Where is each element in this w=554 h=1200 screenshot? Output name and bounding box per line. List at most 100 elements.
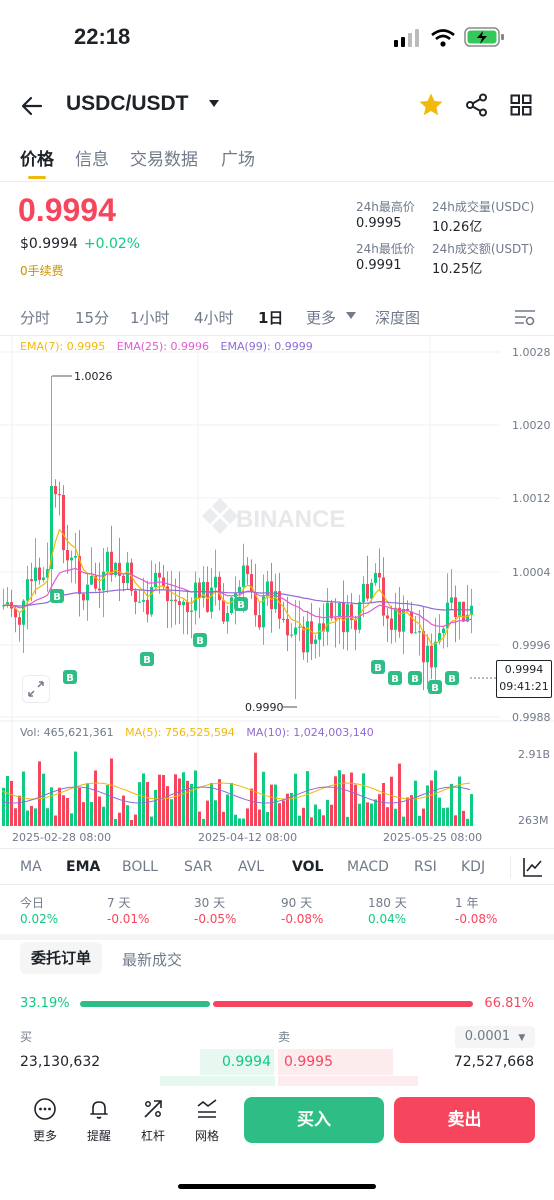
- tab-trading-data[interactable]: 交易数据: [130, 150, 198, 170]
- indicator-avl[interactable]: AVL: [238, 859, 265, 875]
- indicator-ema[interactable]: EMA: [66, 859, 101, 875]
- tab-order-book[interactable]: 委托订单: [20, 942, 102, 974]
- more-caret-icon[interactable]: [346, 312, 356, 320]
- buy-ratio-bar: [80, 1001, 210, 1007]
- volume-bar: [374, 799, 377, 826]
- interval-more[interactable]: 更多: [306, 309, 337, 327]
- current-price-value: 0.9994: [504, 663, 544, 676]
- precision-select[interactable]: 0.0001 ▼: [455, 1026, 535, 1048]
- watermark: BINANCE: [202, 498, 345, 534]
- candles: [2, 376, 473, 699]
- high-marker-label: 1.0026: [74, 370, 113, 383]
- indicator-rsi[interactable]: RSI: [414, 859, 437, 875]
- caret-down-icon[interactable]: [208, 99, 220, 109]
- nav-alert-label: 提醒: [86, 1129, 111, 1143]
- candle-body: [46, 569, 49, 578]
- ask-price[interactable]: 0.9995: [284, 1054, 333, 1070]
- tab-price[interactable]: 价格: [20, 150, 54, 170]
- volume-bar: [38, 761, 41, 826]
- buy-marker-label: B: [391, 674, 399, 685]
- interval-4h[interactable]: 4小时: [194, 309, 234, 327]
- volume-bar: [454, 815, 457, 826]
- volume-ma-lines: [1, 782, 471, 804]
- volume-bar: [238, 818, 241, 826]
- divider: [0, 848, 554, 849]
- precision-value: 0.0001: [464, 1029, 511, 1044]
- candle-body: [322, 623, 325, 632]
- share-icon[interactable]: [465, 93, 489, 117]
- candle-body: [334, 618, 337, 620]
- candle-body: [102, 571, 105, 591]
- volume-bars: [2, 751, 473, 826]
- bid-depth-bar: [200, 1049, 274, 1075]
- ema-line: [3, 567, 472, 628]
- price-axis-label: 1.0028: [512, 346, 551, 359]
- caret-down-icon: ▼: [518, 1033, 526, 1043]
- buy-marker-label: B: [237, 600, 245, 611]
- indicator-settings-icon[interactable]: [522, 856, 544, 878]
- volume-bar: [134, 814, 137, 826]
- candle-body: [338, 603, 341, 619]
- indicator-sar[interactable]: SAR: [184, 859, 213, 875]
- nav-margin-label: 杠杆: [140, 1129, 165, 1143]
- pair-title[interactable]: USDC/USDT: [66, 92, 189, 115]
- interval-15m[interactable]: 15分: [75, 309, 110, 327]
- nav-more-label: 更多: [32, 1129, 57, 1143]
- volume-bar: [154, 789, 157, 826]
- leverage-icon: [144, 1100, 162, 1118]
- expand-chart-icon[interactable]: [22, 675, 50, 703]
- candle-body: [138, 601, 141, 603]
- candle-body: [114, 562, 117, 575]
- candle-body: [446, 602, 449, 629]
- candle-body: [146, 599, 149, 615]
- indicator-boll[interactable]: BOLL: [122, 859, 158, 875]
- interval-1h[interactable]: 1小时: [130, 309, 170, 327]
- volume-bar: [350, 772, 353, 826]
- nav-more[interactable]: 更多: [27, 1097, 63, 1144]
- indicator-vol[interactable]: VOL: [292, 859, 324, 875]
- indicator-ma[interactable]: MA: [20, 859, 42, 875]
- bid-column-label: 买: [20, 1030, 33, 1044]
- candle-body: [18, 617, 21, 625]
- bid-price[interactable]: 0.9994: [222, 1054, 271, 1070]
- buy-marker: [50, 589, 64, 603]
- nav-alert[interactable]: 提醒: [81, 1097, 117, 1144]
- nav-margin[interactable]: 杠杆: [135, 1097, 171, 1144]
- volume-bar: [362, 773, 365, 826]
- section-divider: [0, 934, 554, 940]
- interval-1d[interactable]: 1日: [258, 309, 284, 327]
- tab-info[interactable]: 信息: [75, 150, 109, 170]
- current-price-tag: 0.9994 09:41:21: [496, 660, 552, 698]
- buy-button[interactable]: 买入: [244, 1097, 384, 1143]
- back-arrow-icon[interactable]: [20, 94, 44, 118]
- nav-grid[interactable]: 网格: [189, 1097, 225, 1144]
- chart-settings-icon[interactable]: [514, 307, 536, 327]
- candle-body: [254, 592, 257, 616]
- stat-volume-quote-label: 24h成交额(USDT): [432, 242, 534, 256]
- tab-recent-trades[interactable]: 最新成交: [122, 951, 183, 969]
- indicator-macd[interactable]: MACD: [347, 859, 389, 875]
- buy-marker: [388, 671, 402, 685]
- candle-body: [14, 608, 17, 618]
- candle-body: [202, 581, 205, 598]
- home-indicator: [178, 1184, 376, 1189]
- favorite-star-icon[interactable]: [418, 92, 444, 118]
- interval-time[interactable]: 分时: [20, 309, 51, 327]
- volume-bar: [78, 787, 81, 826]
- candle-body: [178, 601, 181, 606]
- candle-body: [386, 615, 389, 619]
- volume-bar: [394, 808, 397, 826]
- candle-body: [414, 632, 417, 634]
- sell-button[interactable]: 卖出: [394, 1097, 535, 1143]
- buy-marker: [234, 597, 248, 611]
- indicator-kdj[interactable]: KDJ: [461, 859, 486, 875]
- tab-square[interactable]: 广场: [221, 150, 255, 170]
- volume-bar: [278, 803, 281, 826]
- status-bar: 22:18: [0, 0, 554, 76]
- buy-marker-label: B: [431, 683, 439, 694]
- interval-depth[interactable]: 深度图: [375, 309, 421, 327]
- grid-menu-icon[interactable]: [510, 94, 532, 116]
- volume-bar: [138, 782, 141, 826]
